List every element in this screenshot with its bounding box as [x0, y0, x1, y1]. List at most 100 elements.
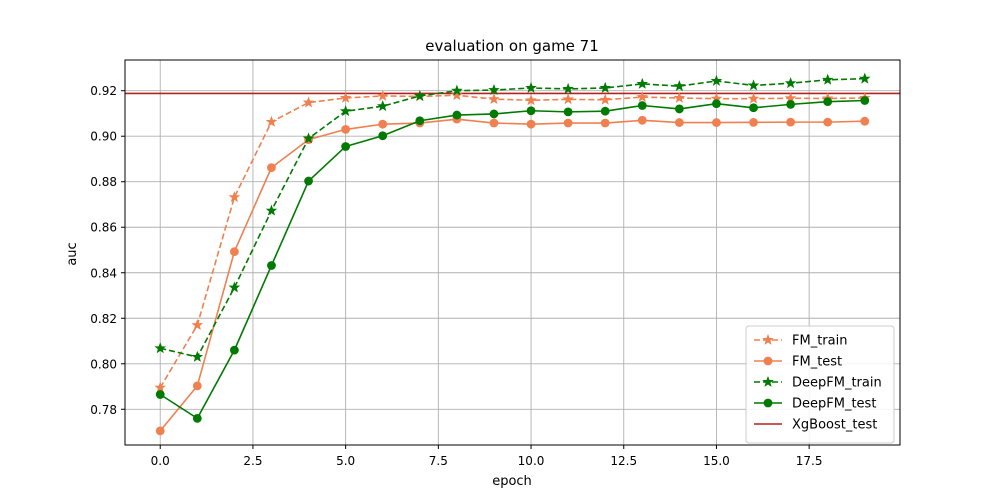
deepfm-train-point	[525, 81, 537, 93]
fm-test-point	[786, 117, 796, 127]
series-deepfm-test	[155, 96, 870, 423]
fm-test-point	[674, 118, 684, 127]
x-tick-label: 0.0	[151, 454, 170, 468]
series-fm-test	[155, 114, 870, 436]
legend-item-deepfm-train: DeepFM_train	[754, 376, 882, 391]
fm-train-point	[191, 319, 204, 330]
fm-test-point	[860, 116, 870, 126]
fm-train-point	[636, 91, 649, 102]
x-tick-label: 12.5	[610, 454, 637, 468]
fm-train-line	[159, 94, 865, 389]
legend-label: DeepFM_train	[792, 376, 882, 391]
x-tick-label: 2.5	[243, 454, 262, 468]
legend-item-deepfm-test: DeepFM_test	[754, 397, 876, 412]
fm-test-point	[267, 163, 276, 173]
y-tick-label: 0.86	[90, 221, 117, 235]
fm-test-point	[155, 426, 165, 436]
x-tick-label: 10.0	[518, 454, 545, 468]
deepfm-train-point	[710, 74, 723, 86]
deepfm-train-point	[191, 350, 204, 362]
deepfm-train-point	[599, 81, 611, 93]
legend-item-fm-train: FM_train	[754, 334, 847, 349]
y-tick-label: 0.82	[90, 312, 117, 326]
deepfm-train-point	[747, 79, 760, 91]
deepfm-train-point	[339, 105, 352, 117]
x-tick-label: 5.0	[336, 454, 355, 468]
y-tick-label: 0.92	[90, 84, 117, 98]
chart-title: evaluation on game 71	[425, 37, 599, 55]
deepfm-test-point	[637, 101, 647, 110]
series-deepfm-train	[154, 72, 871, 362]
deepfm-test-point	[452, 110, 462, 120]
y-axis-ticks: 0.78 0.80 0.82 0.84 0.86 0.88 0.90 0.92	[90, 84, 125, 417]
deepfm-test-point	[304, 176, 313, 186]
fm-train-point	[302, 96, 315, 108]
fm-train-point	[673, 91, 686, 103]
fm-test-point	[563, 118, 573, 128]
fm-train-point	[451, 89, 463, 101]
legend-swatch-marker	[763, 398, 773, 408]
fm-test-point	[637, 115, 647, 125]
y-tick-label: 0.88	[90, 175, 117, 189]
fm-test-point	[192, 381, 202, 391]
x-tick-label: 17.5	[796, 454, 823, 468]
x-tick-label: 7.5	[429, 454, 448, 468]
deepfm-train-point	[562, 82, 574, 94]
deepfm-test-point	[563, 107, 573, 117]
y-axis-label: auc	[65, 242, 80, 265]
fm-test-line	[159, 118, 865, 432]
y-tick-label: 0.84	[90, 266, 117, 280]
deepfm-test-point	[267, 261, 276, 270]
fm-train-point	[228, 191, 241, 203]
deepfm-test-line	[159, 99, 865, 420]
deepfm-train-line	[160, 77, 865, 358]
fm-train-point	[376, 89, 389, 101]
deepfm-train-point	[265, 204, 278, 216]
deepfm-test-point	[712, 99, 721, 109]
fm-train-point	[339, 91, 352, 103]
fm-test-point	[600, 118, 610, 128]
fm-test-point	[712, 118, 721, 127]
fm-test-point	[229, 247, 239, 256]
deepfm-train-point	[784, 77, 797, 89]
fm-test-point	[341, 125, 351, 134]
fm-test-point	[823, 117, 833, 127]
series-lines	[154, 72, 871, 436]
deepfm-test-point	[526, 106, 536, 116]
deepfm-test-point	[415, 116, 425, 126]
deepfm-train-point	[488, 83, 500, 95]
deepfm-train-point	[414, 89, 426, 101]
y-tick-label: 0.78	[90, 403, 117, 417]
fm-train-point	[154, 381, 166, 393]
legend-swatch-marker	[762, 375, 774, 387]
deepfm-train-point	[859, 72, 871, 84]
deepfm-test-point	[860, 96, 870, 105]
x-tick-label: 15.0	[703, 454, 730, 468]
legend-swatch-marker	[763, 356, 773, 366]
deepfm-test-point	[489, 109, 499, 119]
legend-label: FM_train	[792, 334, 847, 349]
deepfm-test-point	[229, 345, 239, 355]
deepfm-test-point	[823, 97, 833, 107]
deepfm-train-point	[302, 132, 315, 144]
legend-label: DeepFM_test	[792, 397, 876, 412]
legend-item-xgboost-test: XgBoost_test	[754, 418, 877, 433]
legend-label: XgBoost_test	[792, 418, 877, 433]
series-fm-train	[154, 89, 871, 393]
legend-label: FM_test	[792, 355, 842, 370]
legend-swatch-marker	[762, 333, 774, 345]
legend-box	[745, 325, 895, 444]
fm-train-point	[525, 94, 537, 106]
deepfm-train-point	[821, 73, 834, 85]
legend-item-fm-test: FM_test	[754, 355, 842, 370]
x-axis-label: epoch	[492, 474, 532, 489]
deepfm-test-point	[192, 413, 202, 423]
fm-test-point	[526, 119, 536, 129]
deepfm-test-point	[155, 390, 165, 399]
deepfm-test-point	[749, 103, 758, 113]
legend: FM_train FM_test DeepFM_train DeepFM_test Xg…	[745, 325, 895, 444]
deepfm-train-point	[636, 77, 649, 89]
fm-train-point	[747, 92, 760, 104]
